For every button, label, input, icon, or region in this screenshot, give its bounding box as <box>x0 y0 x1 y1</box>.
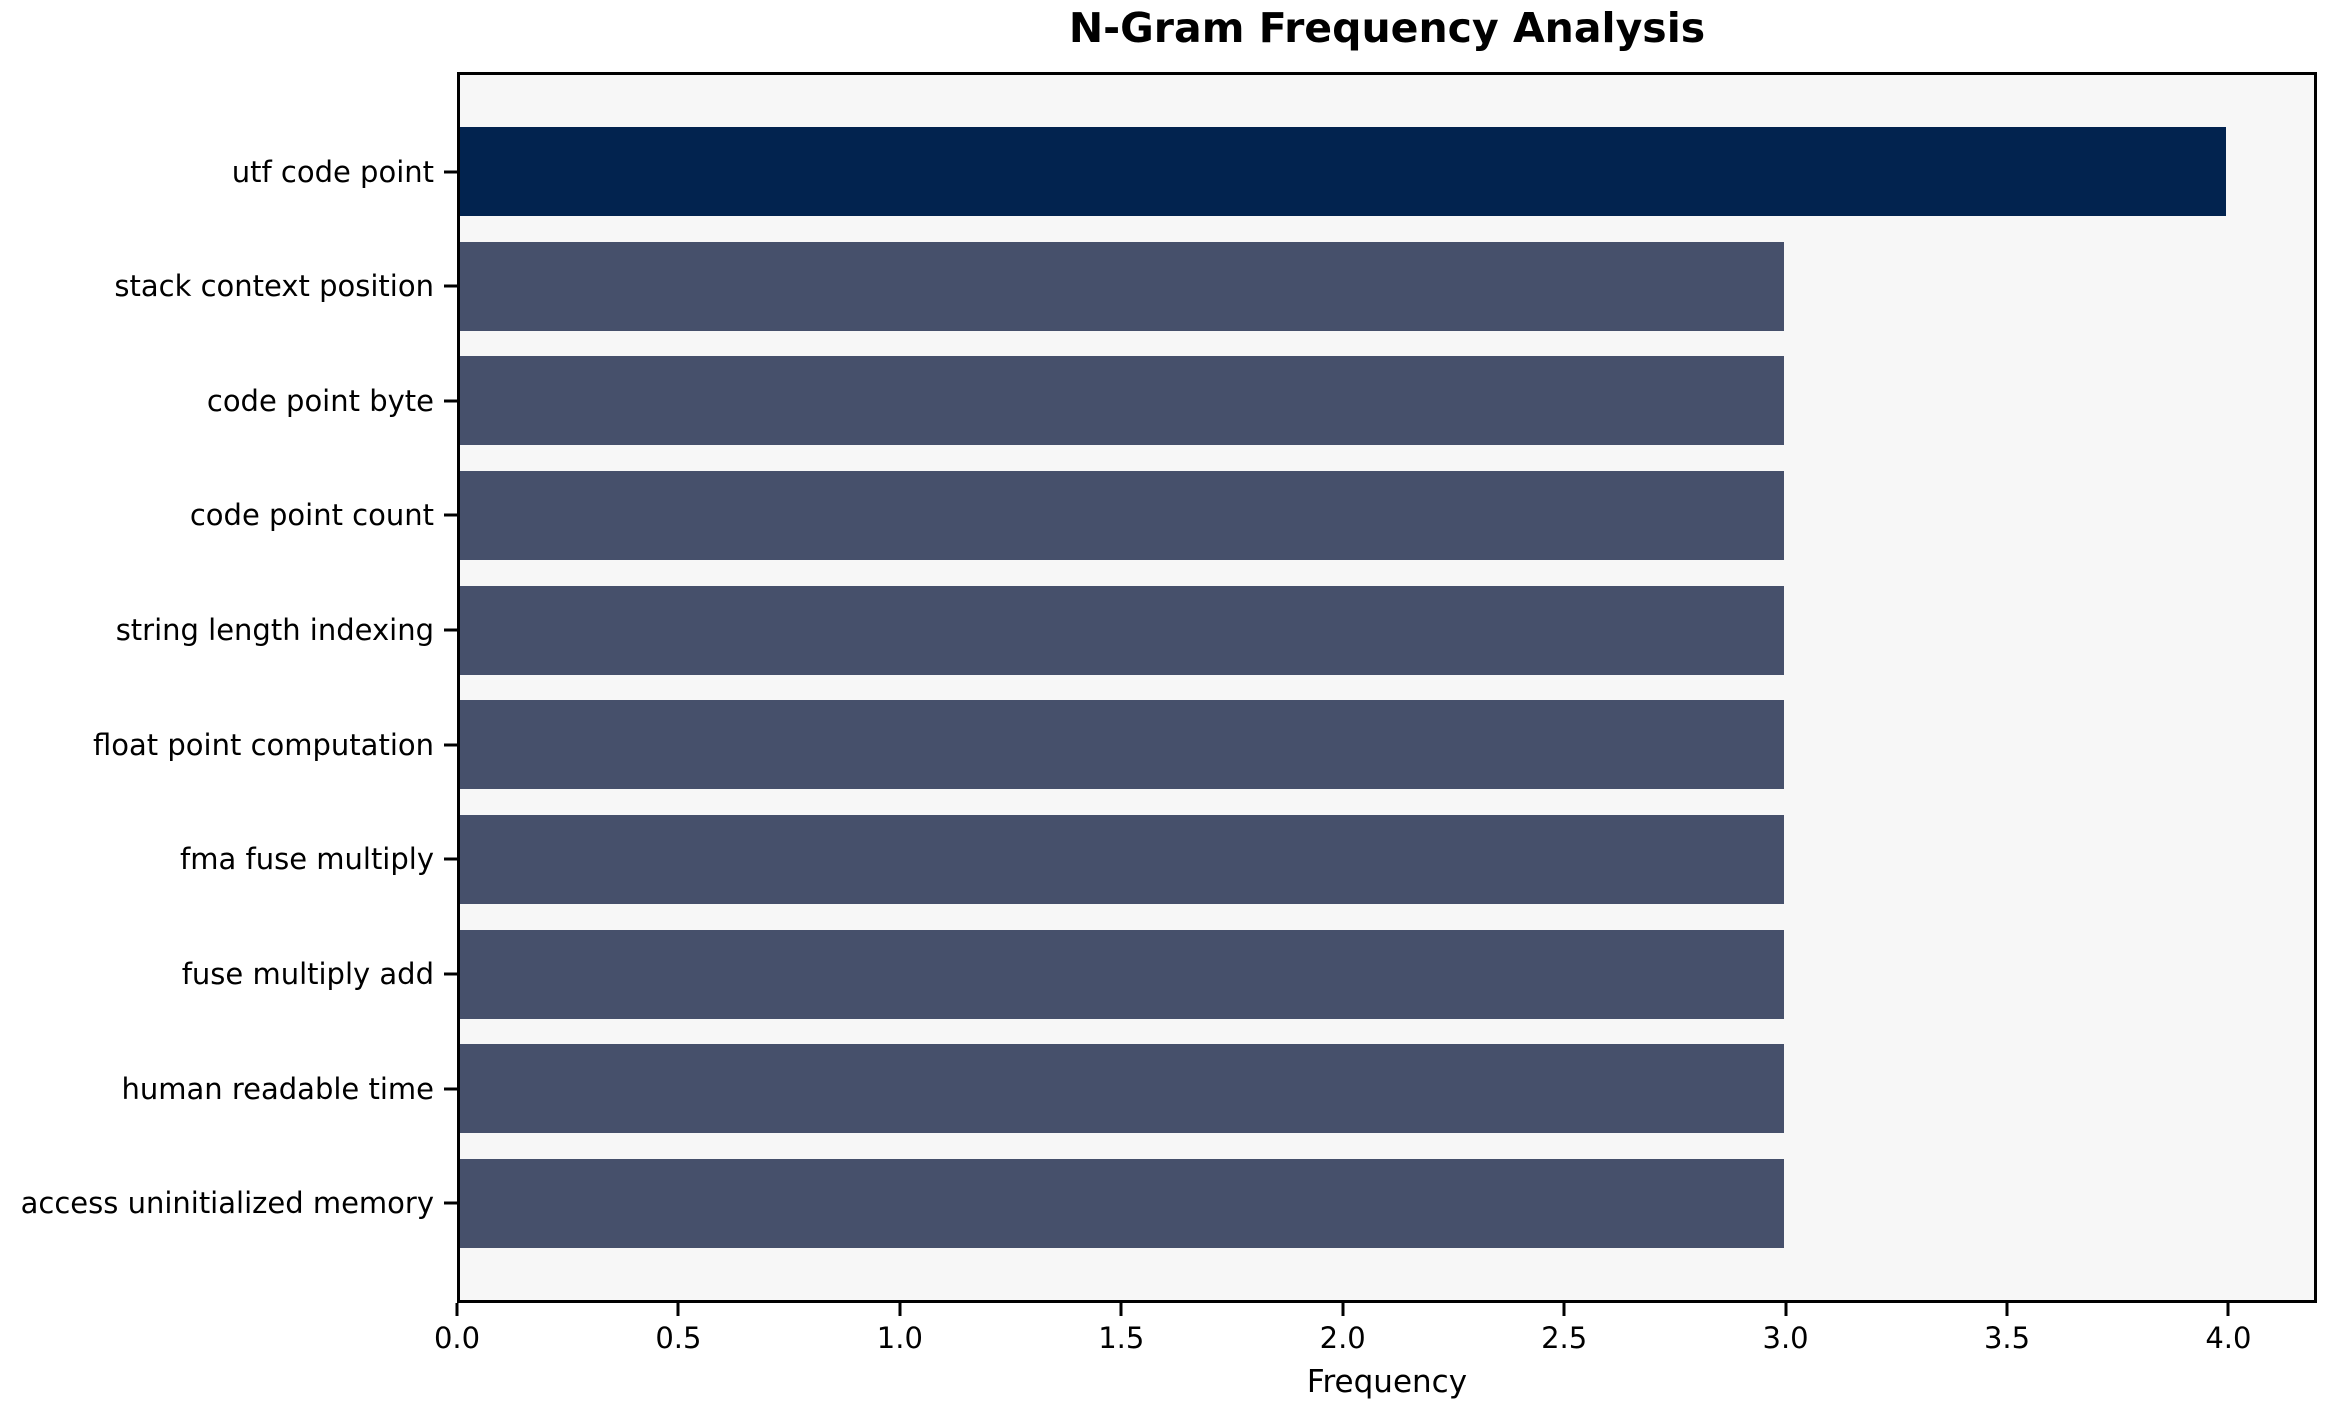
x-tick-label: 2.0 <box>1319 1321 1366 1355</box>
y-tick-label: float point computation <box>93 727 434 762</box>
bar <box>460 814 1785 904</box>
bar <box>460 127 2226 216</box>
bars-container: utf code point stack context position code… <box>21 75 2314 1300</box>
bar-row: human readable time <box>121 1044 2314 1134</box>
bar-row: code point byte <box>207 356 2314 446</box>
x-tick-label: 0.0 <box>433 1321 481 1355</box>
y-tick-label: fuse multiply add <box>181 957 434 992</box>
x-tick-mark <box>1119 1303 1123 1316</box>
bar <box>460 700 1785 790</box>
plot-area: utf code point stack context position code… <box>21 72 2317 1303</box>
x-tick-mark <box>676 1303 680 1316</box>
y-tick-mark <box>444 399 457 403</box>
y-tick-label: utf code point <box>231 154 434 189</box>
x-axis: 0.0 0.5 1.0 1.5 2.0 2.5 3.0 3.5 4.0 <box>434 1303 2317 1413</box>
x-tick-label: 2.5 <box>1541 1321 1588 1355</box>
x-tick-mark <box>2226 1303 2230 1316</box>
y-tick-label: stack context position <box>114 269 434 304</box>
y-tick-mark <box>444 284 457 288</box>
bar-row: fuse multiply add <box>182 929 2314 1019</box>
chart-title: N-Gram Frequency Analysis <box>1068 4 1706 52</box>
y-tick-label: code point byte <box>206 383 434 418</box>
bar <box>460 356 1785 446</box>
x-tick-mark <box>455 1303 459 1316</box>
y-tick-label: fma fuse multiply <box>180 842 434 877</box>
bar-row: float point computation <box>93 700 2314 790</box>
x-axis-label: Frequency <box>1306 1364 1468 1400</box>
y-tick-label: code point count <box>189 498 434 533</box>
bar <box>460 929 1785 1019</box>
x-tick-label: 1.0 <box>876 1321 923 1355</box>
x-tick-label: 3.0 <box>1762 1321 1809 1355</box>
x-tick-label: 3.5 <box>1983 1321 2031 1355</box>
y-tick-mark <box>444 743 457 747</box>
bar <box>460 1158 1785 1248</box>
bar-row: fma fuse multiply <box>180 814 2314 904</box>
y-tick-label: access uninitialized memory <box>20 1186 434 1221</box>
y-tick-mark <box>444 972 457 976</box>
bar <box>460 585 1785 675</box>
y-tick-mark <box>444 170 457 173</box>
x-tick-label: 4.0 <box>2205 1321 2252 1355</box>
y-tick-mark <box>444 857 457 861</box>
x-tick-label: 1.5 <box>1098 1321 1145 1355</box>
bar <box>460 1044 1785 1134</box>
bar-row: utf code point <box>232 127 2314 216</box>
x-tick-mark <box>1341 1303 1345 1316</box>
x-tick-mark <box>2005 1303 2009 1316</box>
y-tick-mark <box>444 628 457 632</box>
y-tick-mark <box>444 1201 457 1205</box>
y-tick-mark <box>444 513 457 517</box>
y-tick-mark <box>444 1087 457 1091</box>
bar-row: stack context position <box>114 241 2314 331</box>
y-tick-label: string length indexing <box>115 613 434 648</box>
bar <box>460 470 1785 560</box>
x-tick-mark <box>1562 1303 1566 1316</box>
bar-row: string length indexing <box>116 585 2314 675</box>
bar <box>460 241 1785 331</box>
x-tick-mark <box>898 1303 902 1316</box>
bar-row: access uninitialized memory <box>21 1158 2314 1248</box>
x-tick-mark <box>1784 1303 1788 1316</box>
y-tick-label: human readable time <box>121 1071 434 1106</box>
bar-row: code point count <box>190 470 2314 560</box>
x-tick-label: 0.5 <box>655 1321 702 1355</box>
